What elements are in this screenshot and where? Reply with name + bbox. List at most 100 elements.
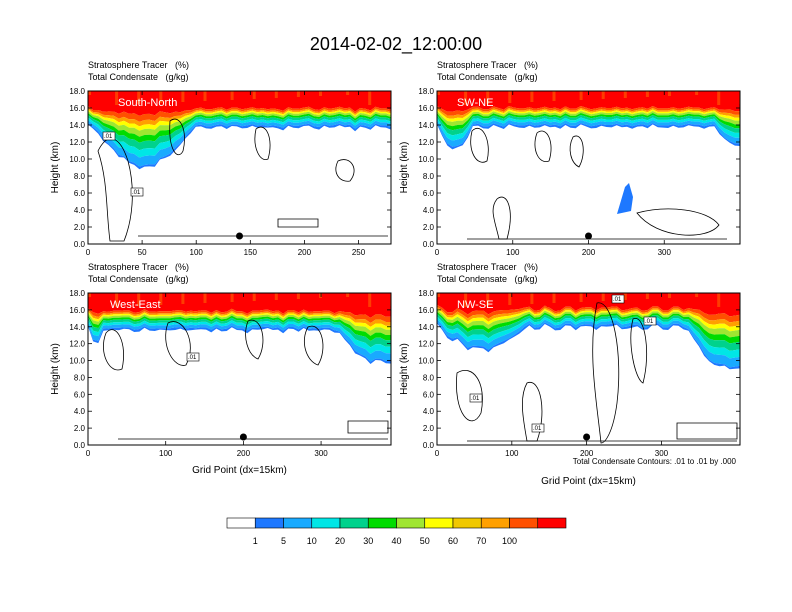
figure-title: 2014-02-02_12:00:00: [310, 34, 482, 55]
tracer-spike: [203, 293, 207, 303]
tracer-spike: [491, 91, 495, 100]
tracer-spike: [530, 293, 534, 304]
tracer-spike: [453, 293, 457, 300]
y-tick-label: 18.0: [418, 87, 434, 96]
tracer-spike: [115, 91, 119, 105]
tracer-spike: [280, 91, 284, 105]
tracer-spike: [475, 293, 479, 299]
condensate-contours: [467, 128, 727, 240]
y-tick-label: 10.0: [69, 357, 85, 366]
tracer-spike: [203, 91, 207, 101]
y-tick-label: 8.0: [423, 373, 435, 382]
colorbar-label: 20: [335, 536, 345, 546]
contour-label-box: [469, 393, 483, 403]
tracer-spike: [242, 91, 245, 103]
tracer-spike: [678, 91, 682, 103]
tracer-spike: [623, 91, 627, 98]
x-tick-label: 200: [582, 248, 596, 257]
tracer-band: [437, 123, 740, 150]
colorbar-label: 30: [363, 536, 373, 546]
tracer-spike: [678, 293, 682, 305]
tracer-spike: [252, 293, 256, 301]
tracer-spike: [219, 293, 223, 306]
tracer-spike: [165, 91, 168, 99]
tracer-spike: [733, 91, 737, 97]
condensate-contours: [97, 118, 388, 242]
tracer-spike: [629, 91, 633, 105]
tracer-spike: [368, 293, 372, 307]
y-tick-label: 18.0: [69, 289, 85, 298]
tracer-spike: [618, 91, 622, 102]
condensate-contours: [103, 319, 389, 440]
tracer-fill: [88, 91, 391, 170]
y-tick-label: 16.0: [418, 104, 434, 113]
x-tick-label: 150: [244, 248, 258, 257]
y-axis-label: Height (km): [399, 142, 410, 194]
y-tick-label: 8.0: [423, 172, 435, 181]
tracer-band: [88, 317, 391, 348]
tracer-spike: [469, 293, 473, 303]
tracer-spike: [656, 91, 660, 104]
tracer-band: [437, 318, 740, 368]
panel-header-tracer: Stratosphere Tracer (%): [437, 262, 538, 272]
x-tick-label: 250: [352, 248, 366, 257]
tracer-spike: [524, 293, 528, 297]
y-axis-label: Height (km): [50, 142, 61, 194]
colorbar-label: 1: [253, 536, 258, 546]
y-tick-label: 4.0: [423, 206, 435, 215]
contour-label-box: [130, 187, 144, 197]
tracer-spike: [269, 293, 273, 304]
contour-label: .01: [104, 134, 113, 140]
colorbar-label: 70: [476, 536, 486, 546]
x-tick-label: 50: [138, 248, 147, 257]
tracer-spike: [137, 91, 141, 104]
tracer-spike: [307, 91, 311, 104]
tracer-fill: [88, 293, 391, 364]
x-tick-label: 100: [190, 248, 204, 257]
panel-1: .01 .01 South-North 0.0 2.0 4.0 6.0 8.0 10.0 12.0…: [50, 60, 392, 257]
x-tick-label: 200: [298, 248, 312, 257]
colorbar-swatch: [537, 517, 567, 529]
y-tick-label: 0.0: [423, 240, 435, 249]
tracer-spike: [700, 293, 704, 304]
contour-line: [636, 208, 720, 236]
contour-note: Total Condensate Contours: .01 to .01 by…: [573, 457, 737, 466]
panel-header-tracer: Stratosphere Tracer (%): [88, 60, 189, 70]
panel-label: NW-SE: [457, 299, 493, 311]
contour-label-box: [643, 316, 657, 326]
tracer-spike: [502, 91, 506, 96]
tracer-spike: [717, 293, 721, 307]
tracer-spike: [104, 91, 108, 98]
panel-label: SW-NE: [457, 97, 493, 109]
tracer-spike: [601, 293, 605, 301]
tracer-spike: [115, 293, 119, 307]
tracer-spike: [165, 293, 168, 301]
tracer-spike: [447, 91, 451, 102]
tracer-spike: [98, 91, 102, 102]
tracer-spike: [579, 91, 583, 100]
tracer-spike: [607, 293, 611, 297]
contour-line: [169, 118, 185, 156]
tracer-spike: [242, 293, 245, 305]
y-tick-label: 12.0: [69, 340, 85, 349]
y-axis-label: Height (km): [50, 343, 61, 395]
contour-line: [534, 130, 552, 162]
tracer-spike: [351, 91, 355, 102]
location-marker: [585, 232, 592, 240]
tracer-spike: [329, 293, 333, 305]
tracer-spike: [437, 293, 440, 297]
tracer-spike: [733, 293, 737, 299]
tracer-band: [437, 106, 740, 116]
tracer-spike: [469, 91, 473, 101]
x-tick-label: 200: [237, 449, 251, 458]
contour-line: [97, 138, 133, 242]
tracer-spike: [137, 293, 141, 306]
tracer-spike: [236, 293, 240, 298]
tracer-spike: [335, 91, 339, 99]
y-tick-label: 18.0: [69, 87, 85, 96]
tracer-spike: [700, 91, 704, 102]
tracer-band: [88, 313, 391, 336]
y-axis-label: Height (km): [399, 343, 410, 395]
y-tick-label: 2.0: [423, 424, 435, 433]
tracer-fill: [437, 91, 740, 214]
